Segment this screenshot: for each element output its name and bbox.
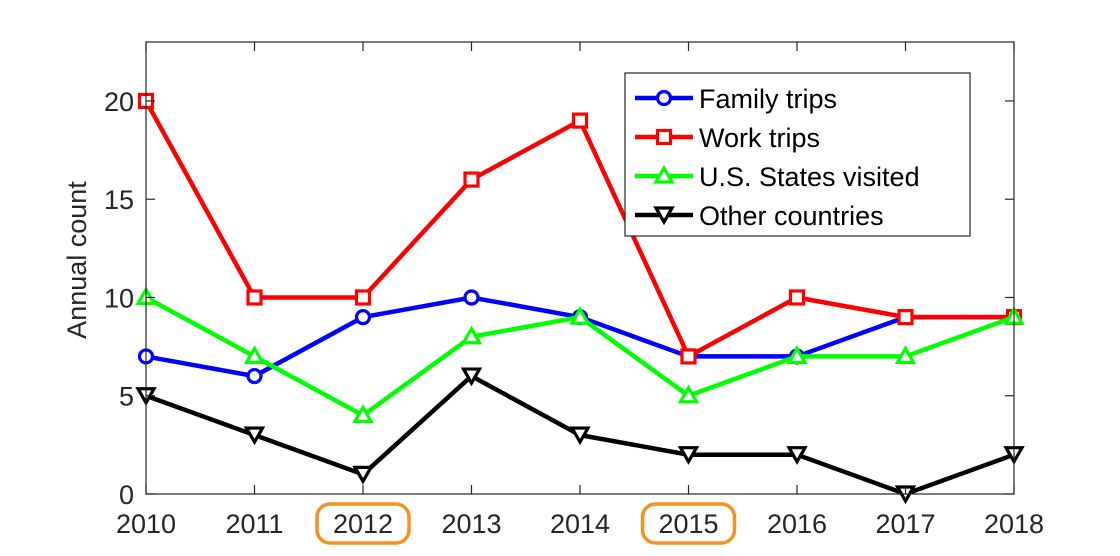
data-point	[788, 289, 806, 306]
data-point	[894, 345, 917, 365]
x-tick-highlight	[640, 502, 737, 545]
ticks-layer: 2010 2011 2012 2013 2014 2015 2016 2017 20180510…	[104, 42, 1044, 545]
x-tick-label: 2014	[550, 509, 610, 539]
series-2	[137, 92, 1023, 365]
x-tick-label: 2017	[875, 509, 935, 539]
legend-entry: Work trips	[635, 123, 820, 153]
legend-entry: Other countries	[635, 201, 884, 231]
legend-entry: U.S. States visited	[635, 162, 920, 192]
data-point	[786, 345, 808, 365]
data-point	[569, 305, 591, 325]
y-tick-label: 15	[104, 185, 134, 215]
data-point	[677, 384, 700, 404]
x-tick-label: 2018	[984, 509, 1044, 539]
legend-label: Other countries	[699, 201, 884, 231]
legend-marker	[655, 128, 673, 146]
data-point	[463, 289, 480, 306]
data-point	[243, 426, 266, 446]
legend-entry: Family trips	[635, 84, 837, 114]
data-point	[352, 404, 374, 423]
data-point	[897, 309, 914, 326]
data-point	[354, 309, 372, 326]
legend-marker	[653, 206, 675, 226]
legend-label: Work trips	[699, 123, 820, 153]
data-point	[677, 446, 700, 465]
y-tick-label: 20	[104, 87, 134, 117]
data-point	[786, 446, 808, 465]
x-tick-label: 2013	[441, 509, 501, 539]
data-point	[460, 325, 483, 345]
x-tick-label: 2011	[225, 509, 283, 539]
data-point	[463, 171, 480, 188]
y-tick-label: 10	[104, 283, 134, 313]
x-tick-label: 2016	[767, 509, 827, 539]
legend-label: Family trips	[699, 84, 837, 114]
y-tick-label: 5	[119, 382, 134, 412]
data-point	[354, 289, 372, 306]
x-tick-highlight	[315, 502, 411, 545]
legend-marker	[653, 164, 675, 184]
x-tick-label: 2010	[116, 509, 176, 539]
y-axis-title: Annual count	[62, 181, 92, 339]
data-point	[352, 465, 374, 485]
legend-label: U.S. States visited	[699, 162, 920, 192]
data-point	[571, 112, 589, 129]
data-point	[246, 367, 263, 385]
legend: Family trips Work trips U.S. States visite…	[624, 72, 971, 237]
x-tick-label: 2015	[658, 509, 718, 539]
data-point	[243, 345, 266, 365]
data-point	[569, 426, 591, 446]
data-point	[246, 289, 263, 306]
data-point	[460, 367, 483, 387]
data-point	[680, 348, 697, 365]
x-tick-label: 2012	[333, 509, 393, 539]
y-tick-label: 0	[119, 480, 134, 510]
legend-marker	[655, 89, 673, 107]
